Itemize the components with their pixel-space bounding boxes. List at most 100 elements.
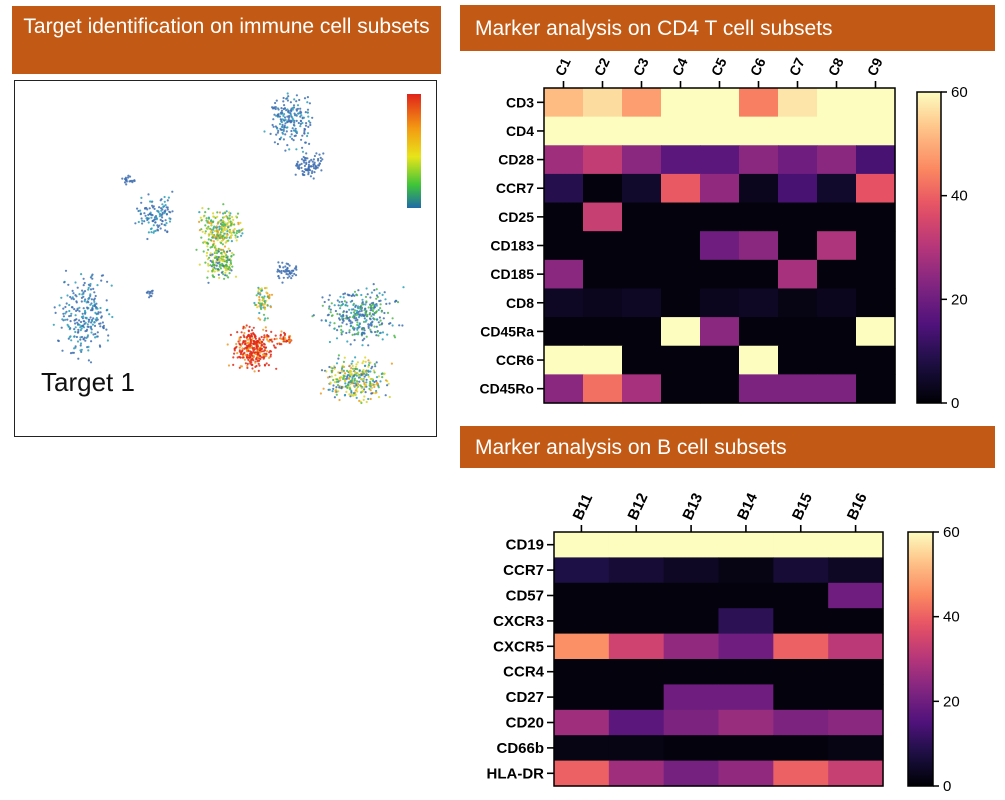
umap-point xyxy=(280,107,283,110)
umap-point xyxy=(310,158,313,161)
heatmap-cell xyxy=(718,582,774,609)
umap-point xyxy=(345,301,348,304)
umap-point xyxy=(250,342,253,345)
umap-point xyxy=(79,338,82,341)
umap-point xyxy=(307,163,310,166)
umap-point xyxy=(203,240,206,243)
umap-point xyxy=(224,255,227,258)
umap-point xyxy=(244,353,247,356)
umap-point xyxy=(73,308,76,311)
umap-point xyxy=(272,118,275,121)
umap-point xyxy=(245,350,248,353)
colorbar-tick-label: 0 xyxy=(943,778,951,795)
heatmap-cell xyxy=(828,532,884,558)
umap-point xyxy=(202,215,205,218)
umap-point xyxy=(232,363,235,366)
umap-point xyxy=(263,343,266,346)
umap-point xyxy=(209,259,212,262)
umap-point xyxy=(356,306,359,309)
umap-point xyxy=(369,330,373,333)
heatmap-cell xyxy=(718,608,774,635)
umap-point xyxy=(69,352,73,355)
umap-point xyxy=(386,333,389,336)
umap-point xyxy=(246,364,249,367)
umap-point xyxy=(99,322,102,325)
umap-point xyxy=(226,255,229,258)
umap-point xyxy=(244,340,247,343)
umap-point xyxy=(233,227,236,231)
umap-point xyxy=(224,274,227,277)
heatmap-cell xyxy=(828,582,884,609)
heatmap-cell xyxy=(608,557,665,584)
umap-point xyxy=(84,330,87,333)
umap-point xyxy=(263,295,266,298)
umap-point xyxy=(151,214,154,217)
umap-point xyxy=(303,128,307,131)
umap-point xyxy=(357,326,360,329)
umap-point xyxy=(377,308,380,312)
umap-point xyxy=(123,181,127,184)
umap-point xyxy=(207,207,210,210)
umap-point xyxy=(254,365,257,368)
umap-point xyxy=(360,293,363,297)
umap-point xyxy=(356,328,359,331)
umap-point xyxy=(319,159,322,163)
umap-panel-title: Target identification on immune cell sub… xyxy=(12,6,441,74)
umap-point xyxy=(72,292,75,295)
umap-point xyxy=(96,331,99,334)
umap-point xyxy=(91,309,94,312)
umap-point xyxy=(342,310,345,313)
umap-point xyxy=(202,250,205,253)
umap-point xyxy=(164,219,167,222)
umap-point xyxy=(207,227,210,230)
umap-point xyxy=(256,340,259,343)
umap-point xyxy=(261,289,264,292)
umap-point xyxy=(229,236,233,239)
umap-point xyxy=(262,338,265,341)
umap-point xyxy=(278,137,281,141)
umap-point xyxy=(265,329,268,332)
umap-point xyxy=(225,210,228,213)
umap-point xyxy=(141,222,144,225)
umap-point xyxy=(260,287,263,290)
umap-point xyxy=(161,220,164,223)
umap-point xyxy=(79,344,82,347)
umap-point xyxy=(367,306,370,309)
umap-point xyxy=(265,336,268,339)
umap-point xyxy=(204,261,207,264)
umap-point xyxy=(61,349,64,352)
umap-point xyxy=(361,339,364,342)
umap-point xyxy=(83,300,86,303)
heatmap-cell xyxy=(608,760,665,787)
umap-point xyxy=(378,323,381,326)
umap-point xyxy=(272,107,276,110)
umap-point xyxy=(74,330,77,334)
umap-point xyxy=(111,315,114,319)
row-label: CD66b xyxy=(496,740,544,757)
umap-point xyxy=(384,298,387,301)
umap-point xyxy=(251,367,254,370)
umap-point xyxy=(257,369,260,372)
heatmap-cell xyxy=(773,532,829,558)
umap-point xyxy=(166,208,169,211)
umap-point xyxy=(246,353,249,356)
umap-point xyxy=(328,324,331,327)
umap-point xyxy=(166,230,169,233)
umap-point xyxy=(368,312,372,315)
umap-point xyxy=(302,155,305,159)
umap-point xyxy=(225,261,228,264)
umap-point xyxy=(238,346,241,349)
umap-point xyxy=(373,306,377,309)
umap-point xyxy=(214,267,217,270)
umap-point xyxy=(270,330,273,333)
umap-point xyxy=(163,200,166,203)
umap-point xyxy=(87,359,90,362)
umap-point xyxy=(295,94,298,97)
umap-point xyxy=(381,331,385,334)
umap-point xyxy=(227,364,231,367)
umap-point xyxy=(226,233,229,236)
umap-point xyxy=(231,265,234,268)
umap-point xyxy=(145,217,148,220)
umap-point xyxy=(243,331,246,335)
umap-point xyxy=(78,319,81,322)
